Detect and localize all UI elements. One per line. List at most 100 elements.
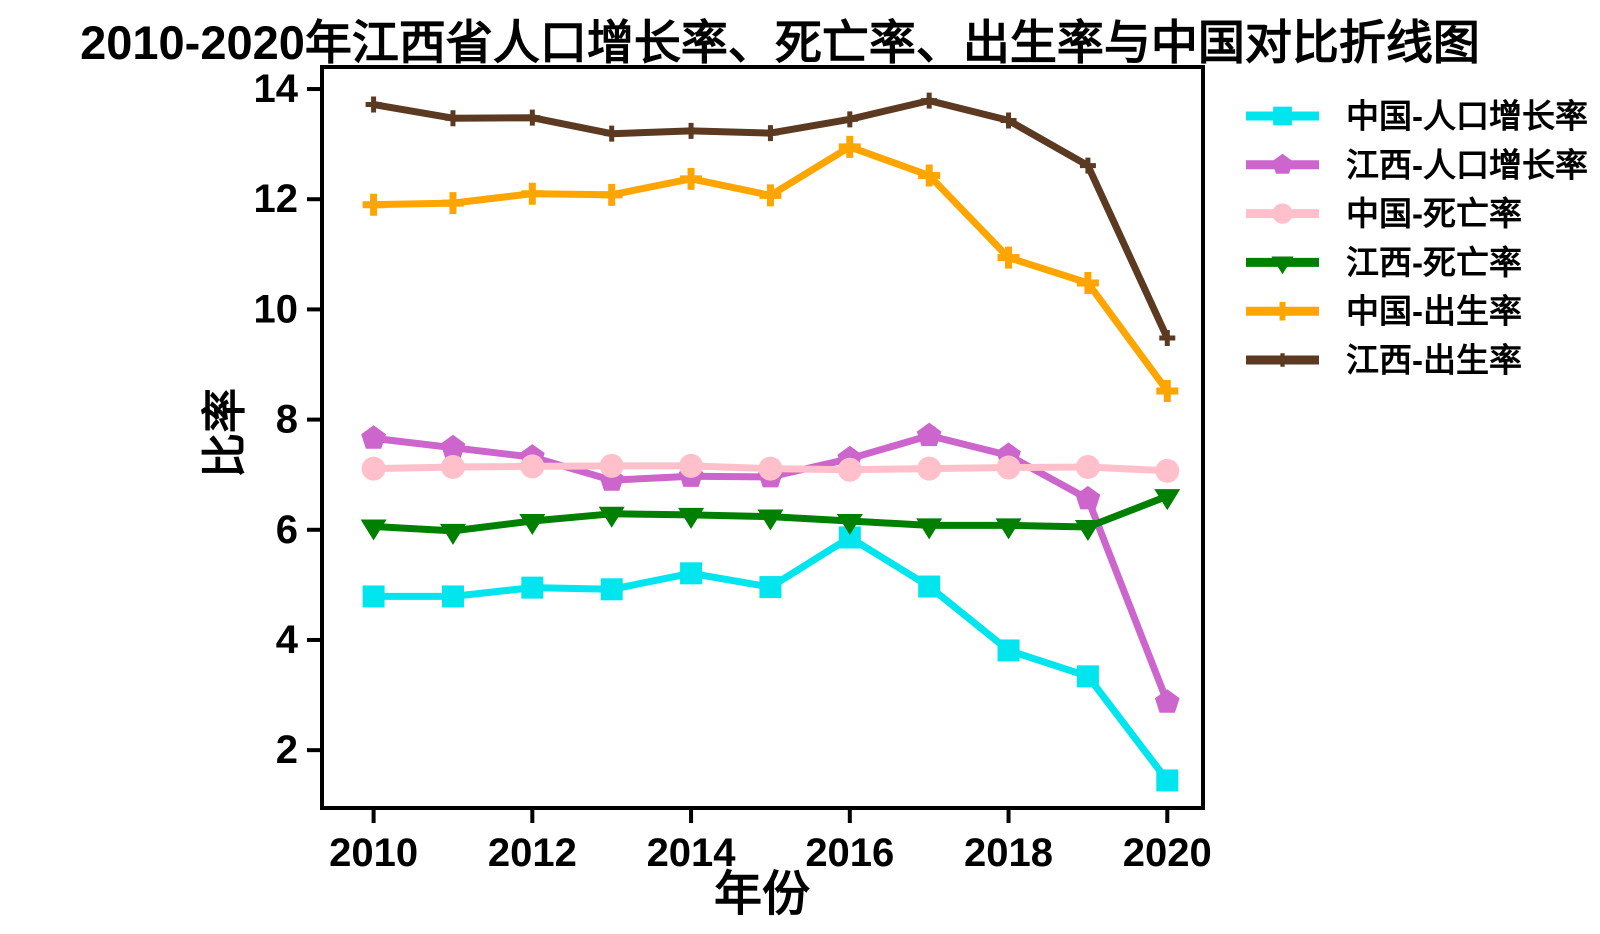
marker-pentagon — [1075, 485, 1101, 510]
marker-square — [521, 576, 544, 599]
marker-square — [918, 575, 941, 598]
marker-plus — [444, 110, 461, 127]
x-tick-label: 2020 — [1123, 831, 1212, 875]
legend-item-china-death: 中国-死亡率 — [1246, 195, 1522, 232]
marker-circle — [917, 456, 942, 481]
x-axis-label: 年份 — [713, 868, 810, 921]
chart-title: 2010-2020年江西省人口增长率、死亡率、出生率与中国对比折线图 — [80, 16, 1480, 69]
marker-pentagon — [1154, 689, 1180, 713]
marker-plus — [918, 164, 941, 187]
y-tick-label: 4 — [276, 618, 299, 662]
marker-plus — [1000, 112, 1017, 129]
marker-plus — [997, 246, 1020, 269]
marker-circle — [440, 454, 465, 479]
marker-plus — [1273, 301, 1292, 321]
marker-circle — [1272, 203, 1293, 224]
marker-pentagon — [1272, 153, 1293, 174]
marker-plus — [600, 183, 623, 206]
marker-triangle-down — [678, 507, 705, 529]
x-tick-label: 2012 — [488, 831, 577, 875]
marker-plus — [838, 135, 861, 158]
marker-square — [838, 526, 861, 549]
marker-triangle-down — [836, 513, 863, 535]
marker-plus — [1275, 353, 1290, 367]
marker-plus — [1159, 330, 1176, 347]
marker-plus — [841, 111, 858, 128]
legend-label: 江西-人口增长率 — [1346, 146, 1588, 183]
marker-plus — [521, 182, 544, 205]
marker-triangle-down — [1154, 489, 1181, 511]
marker-plus — [1156, 379, 1179, 402]
marker-square — [600, 578, 623, 601]
marker-triangle-down — [439, 523, 466, 545]
marker-square — [997, 639, 1020, 662]
y-tick-label: 2 — [276, 728, 298, 772]
y-tick-label: 12 — [254, 177, 299, 221]
x-tick-label: 2010 — [329, 831, 418, 875]
plot-border — [320, 65, 1205, 810]
marker-circle — [996, 455, 1021, 480]
legend-item-jiangxi-growth: 江西-人口增长率 — [1246, 146, 1588, 183]
marker-plus — [683, 122, 700, 139]
marker-square — [680, 562, 703, 585]
series-jiangxi-birth — [365, 92, 1176, 347]
marker-circle — [837, 457, 862, 482]
y-tick-label: 14 — [254, 67, 299, 111]
marker-triangle-down — [598, 506, 625, 528]
marker-pentagon — [916, 422, 942, 447]
series-china-birth — [362, 135, 1179, 402]
marker-square — [362, 585, 385, 608]
y-tick-label: 10 — [254, 287, 299, 331]
marker-triangle-down — [519, 513, 546, 535]
marker-triangle-down — [995, 518, 1022, 540]
marker-square — [1156, 769, 1179, 792]
marker-plus — [921, 92, 938, 109]
marker-triangle-down — [1074, 520, 1101, 542]
legend-label: 江西-出生率 — [1346, 342, 1522, 379]
marker-square — [1273, 106, 1292, 126]
marker-circle — [679, 453, 704, 478]
marker-plus — [365, 96, 382, 113]
y-tick-label: 8 — [276, 398, 298, 442]
x-tick-label: 2014 — [647, 831, 737, 875]
marker-square — [759, 576, 782, 599]
y-axis-label: 比率 — [199, 388, 250, 479]
legend-item-jiangxi-death: 江西-死亡率 — [1246, 244, 1522, 281]
series-jiangxi-death — [360, 489, 1181, 545]
x-tick-label: 2016 — [805, 831, 894, 875]
marker-pentagon — [440, 434, 466, 459]
marker-circle — [599, 453, 624, 478]
x-axis: 2010 2012 2014 2016 2018 2020 — [329, 808, 1212, 875]
marker-plus — [1076, 271, 1099, 294]
marker-square — [441, 585, 464, 608]
marker-triangle-down — [757, 509, 784, 531]
series-line — [370, 534, 1171, 784]
marker-circle — [758, 456, 783, 481]
marker-circle — [520, 454, 545, 479]
legend-label: 中国-出生率 — [1346, 293, 1522, 330]
series-china-death — [361, 453, 1180, 483]
legend-item-china-birth: 中国-出生率 — [1246, 293, 1522, 330]
marker-plus — [1079, 157, 1096, 174]
y-axis: 2 4 6 8 10 12 14 — [254, 67, 322, 772]
legend-item-china-growth: 中国-人口增长率 — [1246, 98, 1588, 135]
legend-label: 江西-死亡率 — [1346, 244, 1522, 281]
marker-plus — [680, 167, 703, 190]
marker-circle — [1155, 458, 1180, 483]
marker-triangle-down — [916, 518, 943, 540]
y-tick-label: 6 — [276, 508, 298, 552]
marker-pentagon — [361, 425, 386, 449]
marker-plus — [524, 109, 541, 126]
series-china-growth — [362, 526, 1179, 792]
legend-label: 中国-死亡率 — [1346, 195, 1522, 232]
marker-plus — [603, 125, 620, 142]
marker-circle — [361, 456, 386, 481]
legend-label: 中国-人口增长率 — [1346, 98, 1588, 135]
marker-plus — [362, 193, 385, 216]
x-tick-label: 2018 — [964, 831, 1053, 875]
series-line — [370, 143, 1171, 395]
marker-plus — [441, 192, 464, 215]
marker-plus — [762, 125, 779, 142]
